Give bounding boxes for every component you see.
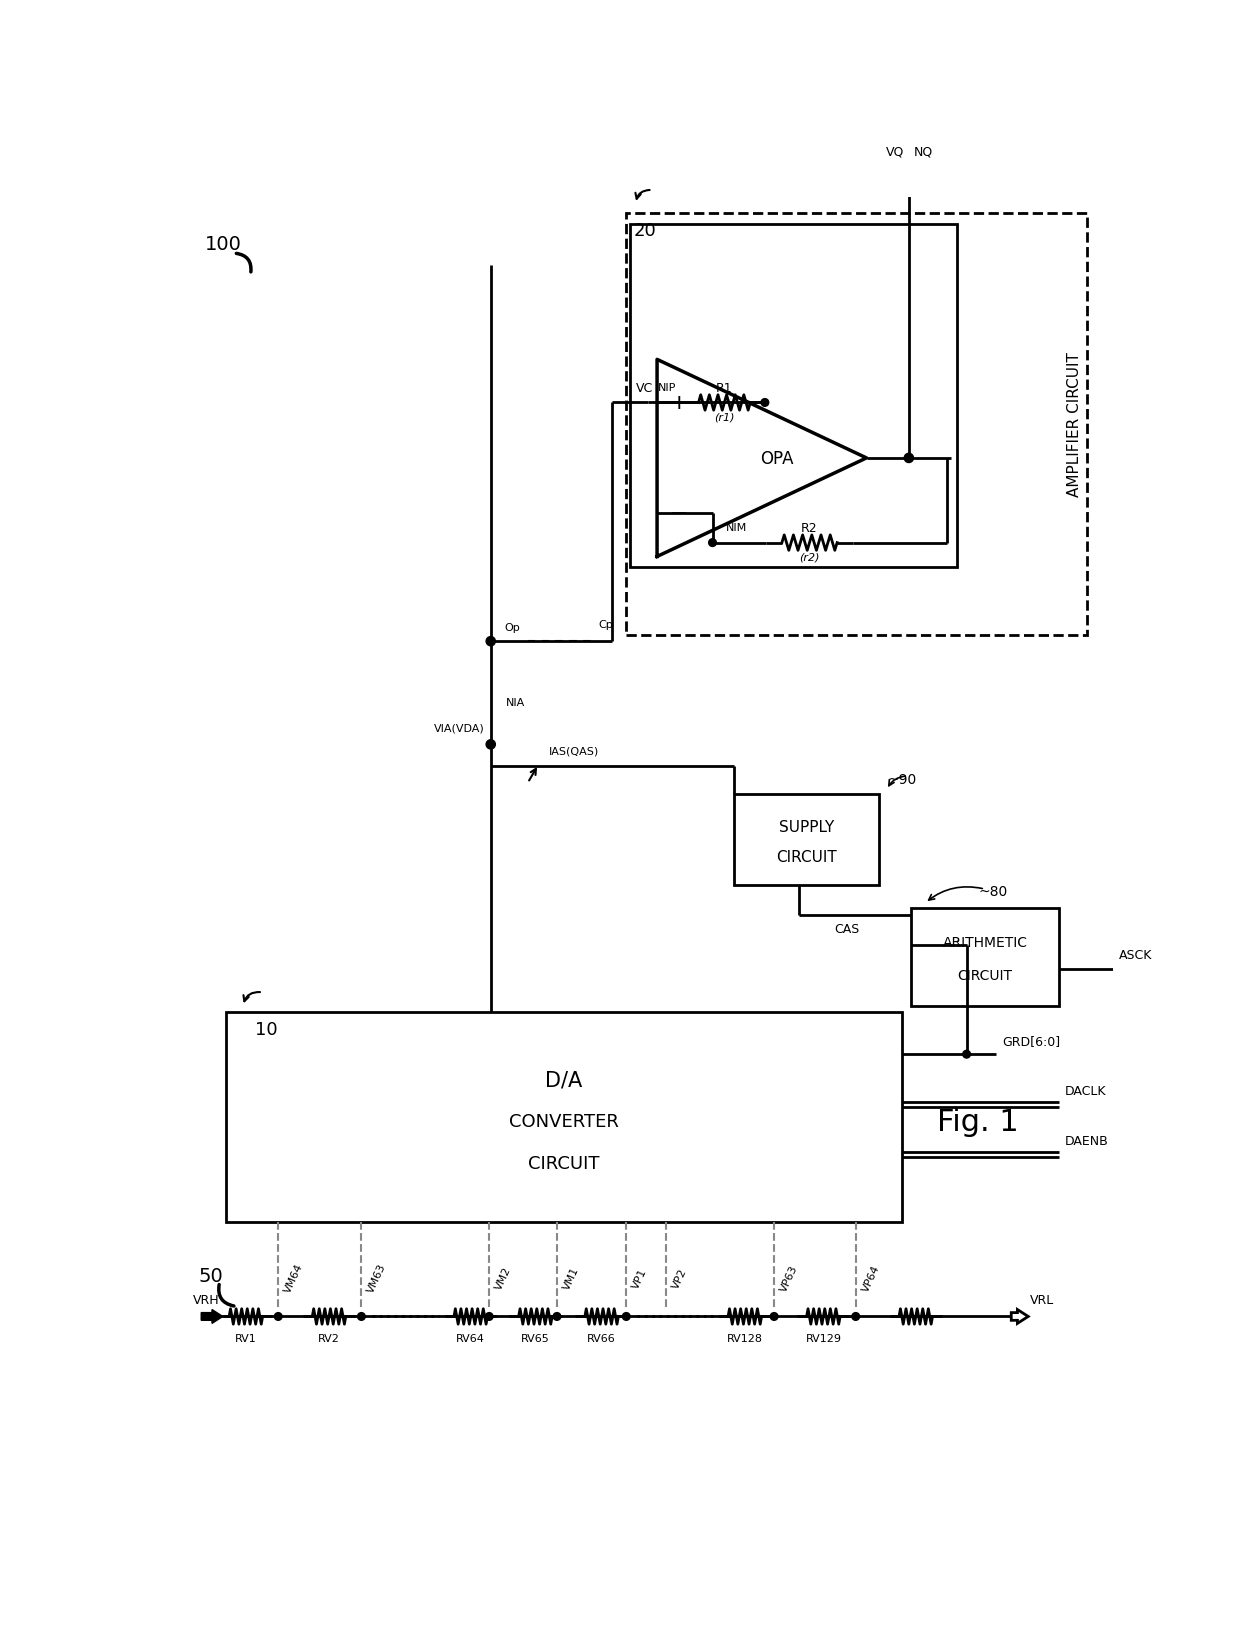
- Text: RV128: RV128: [727, 1333, 763, 1343]
- Text: 10: 10: [255, 1020, 278, 1038]
- Text: ~80: ~80: [978, 883, 1007, 898]
- Text: DAENB: DAENB: [1065, 1135, 1109, 1147]
- Text: VM64: VM64: [283, 1262, 305, 1295]
- Circle shape: [852, 1313, 859, 1320]
- Text: Cp: Cp: [599, 620, 614, 630]
- Text: OPA: OPA: [760, 450, 794, 468]
- Text: RV64: RV64: [456, 1333, 485, 1343]
- Text: VM63: VM63: [366, 1262, 388, 1294]
- Text: AMPLIFIER CIRCUIT: AMPLIFIER CIRCUIT: [1066, 353, 1081, 498]
- Text: VP63: VP63: [779, 1264, 800, 1294]
- Circle shape: [486, 740, 495, 750]
- Text: RV2: RV2: [319, 1333, 340, 1343]
- Text: NIA: NIA: [506, 697, 526, 707]
- Bar: [630, 224, 956, 569]
- Text: D/A: D/A: [546, 1070, 583, 1089]
- Circle shape: [357, 1313, 366, 1320]
- Bar: [734, 794, 879, 885]
- Text: NQ: NQ: [914, 147, 932, 158]
- Circle shape: [622, 1313, 630, 1320]
- Text: −: −: [670, 504, 688, 524]
- Text: Fig. 1: Fig. 1: [937, 1107, 1019, 1137]
- Circle shape: [486, 638, 495, 646]
- Circle shape: [770, 1313, 777, 1320]
- Circle shape: [761, 399, 769, 407]
- Text: NIP: NIP: [658, 382, 676, 392]
- Text: ASCK: ASCK: [1118, 949, 1152, 962]
- Text: 20: 20: [634, 222, 656, 241]
- Circle shape: [485, 1313, 494, 1320]
- Text: CAS: CAS: [833, 923, 859, 936]
- Text: VQ: VQ: [885, 147, 904, 158]
- Text: ARITHMETIC: ARITHMETIC: [942, 936, 1028, 949]
- Text: VM2: VM2: [494, 1266, 513, 1292]
- Text: RV66: RV66: [588, 1333, 616, 1343]
- Text: VP1: VP1: [631, 1266, 649, 1290]
- Text: (r1): (r1): [714, 412, 734, 422]
- Text: NIM: NIM: [727, 522, 748, 532]
- Bar: [626, 214, 1086, 636]
- Bar: [911, 908, 1059, 1007]
- Text: +: +: [670, 394, 688, 414]
- Text: ~90: ~90: [888, 773, 916, 786]
- Text: RV1: RV1: [236, 1333, 257, 1343]
- Polygon shape: [657, 361, 867, 557]
- Text: Op: Op: [505, 623, 521, 633]
- Text: CIRCUIT: CIRCUIT: [957, 967, 1013, 982]
- Text: RV65: RV65: [521, 1333, 549, 1343]
- Text: R2: R2: [801, 521, 818, 534]
- Circle shape: [904, 453, 914, 463]
- Text: 100: 100: [205, 236, 242, 254]
- Text: CIRCUIT: CIRCUIT: [776, 849, 837, 864]
- Text: IAS(QAS): IAS(QAS): [548, 747, 599, 756]
- Text: SUPPLY: SUPPLY: [779, 819, 835, 834]
- Text: GRD[6:0]: GRD[6:0]: [1002, 1035, 1060, 1046]
- FancyArrow shape: [201, 1310, 223, 1323]
- Text: RV129: RV129: [806, 1333, 842, 1343]
- Text: DACLK: DACLK: [1065, 1084, 1106, 1098]
- Text: VRH: VRH: [193, 1294, 219, 1307]
- Circle shape: [553, 1313, 560, 1320]
- Text: CIRCUIT: CIRCUIT: [528, 1154, 600, 1172]
- Circle shape: [274, 1313, 281, 1320]
- Text: VRL: VRL: [1030, 1294, 1054, 1307]
- Bar: [226, 1012, 901, 1223]
- Text: VC: VC: [635, 381, 652, 394]
- Text: VM1: VM1: [562, 1266, 580, 1292]
- Circle shape: [708, 539, 717, 547]
- Circle shape: [962, 1051, 971, 1058]
- Text: (r2): (r2): [800, 552, 820, 562]
- FancyArrow shape: [1012, 1310, 1028, 1323]
- Text: 50: 50: [198, 1266, 223, 1285]
- Text: VIA(VDA): VIA(VDA): [434, 723, 485, 733]
- Text: VP64: VP64: [861, 1262, 882, 1294]
- Text: CONVERTER: CONVERTER: [508, 1112, 619, 1131]
- Text: R1: R1: [717, 381, 733, 394]
- Text: VP2: VP2: [671, 1266, 689, 1290]
